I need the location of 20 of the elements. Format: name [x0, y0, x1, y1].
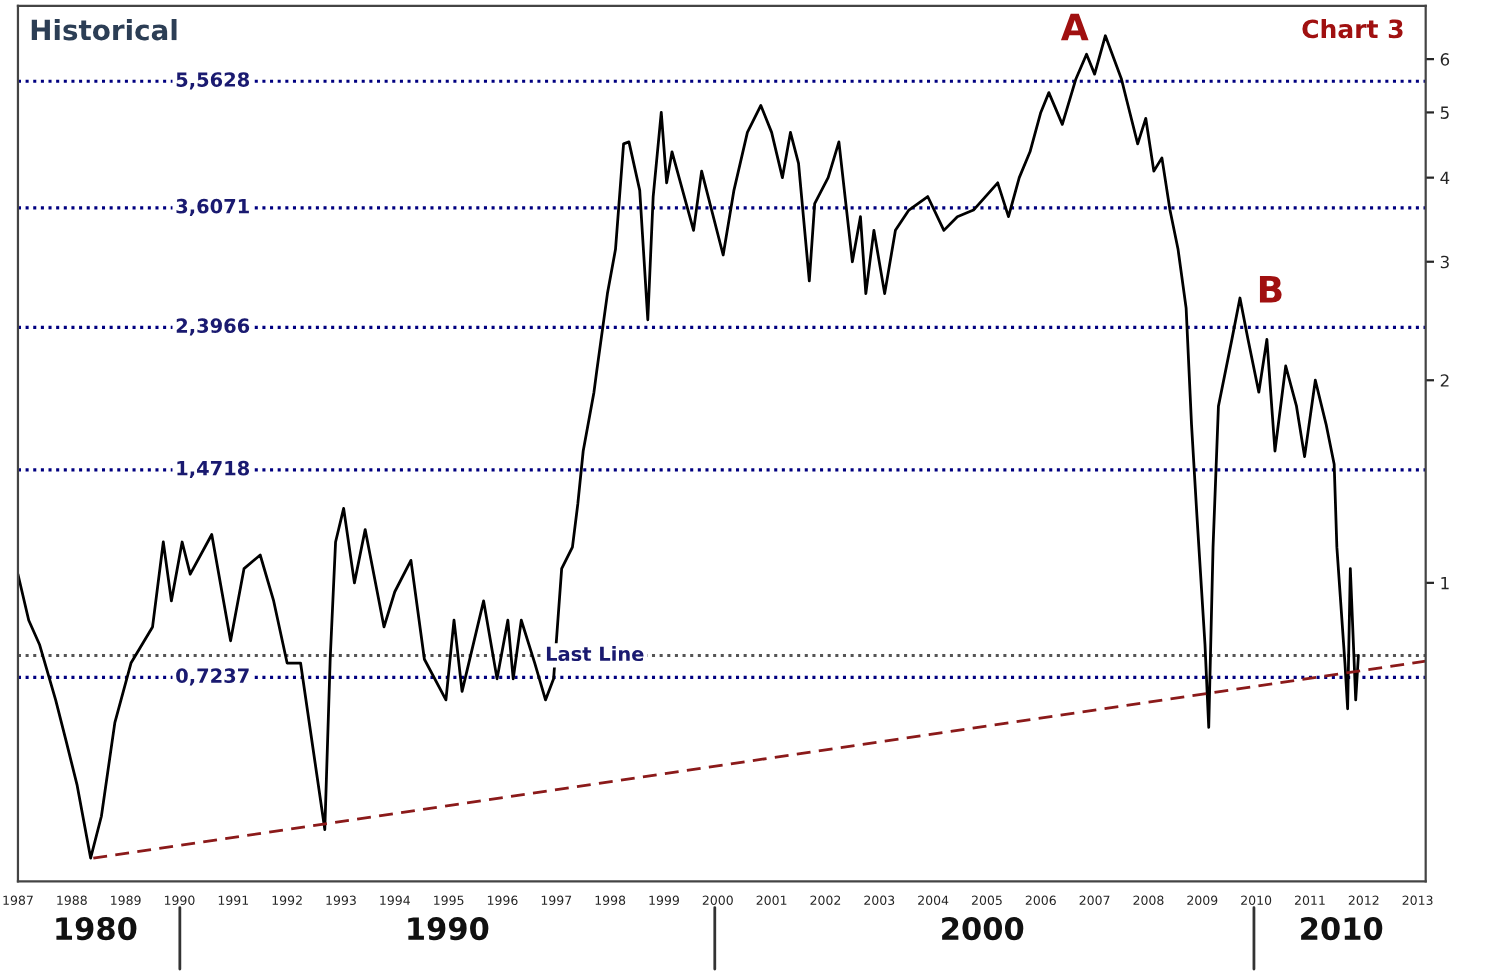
y-tick-label: 6 [1440, 53, 1450, 66]
y-tick-label: 1 [1441, 577, 1449, 590]
y-tick-label: 4 [1440, 171, 1450, 184]
text: 2010 [1301, 917, 1383, 941]
text: 2000 [942, 917, 1024, 941]
text: 1990 [408, 917, 489, 941]
ref-line-label: 0,7237 [176, 668, 249, 686]
annotation: Chart 3 [1302, 18, 1403, 39]
ref-line-label: 3,6071 [176, 198, 249, 216]
y-tick-label: 3 [1440, 255, 1449, 269]
ref-line-label: Last Line [546, 646, 644, 662]
ref-line-label: 1,4718 [177, 460, 250, 479]
annotation: A [1060, 13, 1089, 41]
text: 1980 [56, 917, 137, 941]
y-tick-label: 5 [1440, 106, 1449, 119]
ref-line-label: 5,5628 [176, 72, 250, 90]
ref-line-label: 2,3966 [176, 318, 250, 336]
annotation: B [1259, 276, 1282, 303]
y-tick-label: 2 [1440, 374, 1449, 387]
chart-title: Historical [31, 18, 177, 41]
